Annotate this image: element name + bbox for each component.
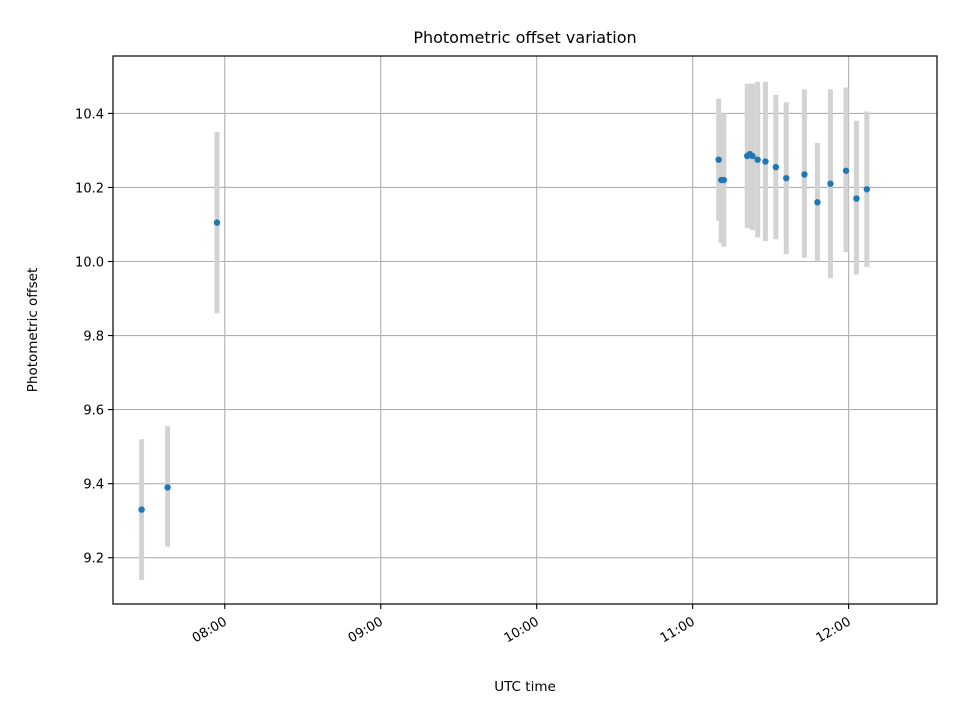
chart-title: Photometric offset variation — [413, 28, 636, 47]
data-point — [762, 158, 769, 165]
data-point — [749, 152, 756, 160]
y-tick-label: 10.4 — [75, 107, 104, 122]
plot-frame — [112, 55, 938, 605]
y-tick-label: 10.2 — [75, 181, 104, 196]
y-tick-label: 9.6 — [83, 404, 104, 419]
data-point — [715, 156, 722, 163]
data-point — [783, 174, 790, 182]
data-point — [720, 176, 728, 184]
data-point — [827, 180, 834, 187]
data-points — [138, 150, 871, 513]
x-axis-label: UTC time — [494, 679, 556, 695]
data-point — [853, 195, 860, 202]
y-tick-label: 9.2 — [83, 552, 104, 567]
y-tick-label: 10.0 — [75, 256, 104, 271]
data-point — [842, 167, 850, 174]
data-point — [213, 219, 221, 226]
y-axis-label: Photometric offset — [25, 268, 41, 392]
y-axis: 9.2 9.4 9.6 9.8 10.0 10.2 10.4 — [75, 107, 113, 567]
data-point — [772, 163, 780, 171]
grid — [113, 56, 937, 604]
y-tick-label: 9.4 — [83, 478, 104, 493]
data-point — [863, 186, 871, 193]
data-point — [754, 156, 761, 163]
data-point — [801, 171, 808, 178]
data-point — [164, 484, 171, 491]
data-point — [814, 199, 821, 206]
data-point — [138, 506, 145, 513]
y-tick-label: 9.8 — [83, 330, 104, 345]
